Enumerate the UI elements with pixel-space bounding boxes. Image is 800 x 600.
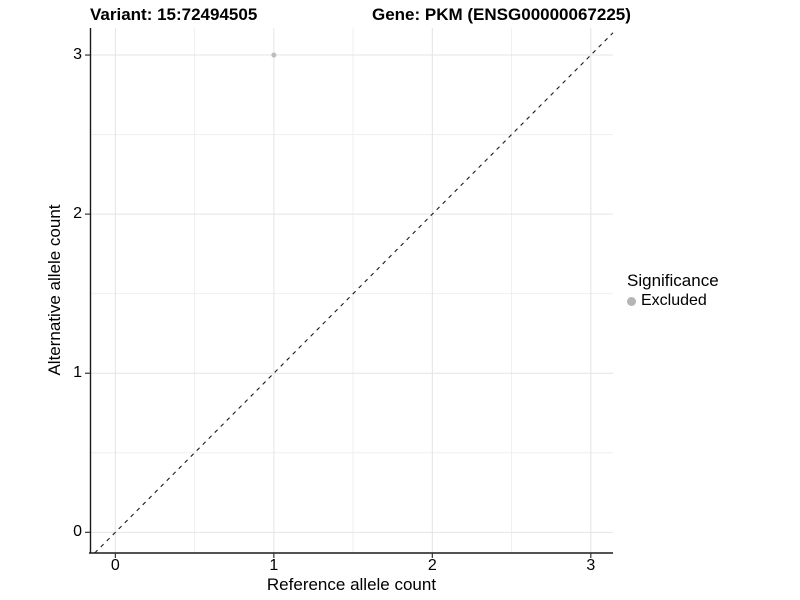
scatter-plot-canvas — [85, 28, 614, 558]
x-tick-label-3: 3 — [586, 557, 596, 574]
y-tick-label-0: 0 — [73, 523, 82, 541]
legend-item-label: Excluded — [641, 292, 707, 309]
y-tick-label-2: 2 — [73, 205, 82, 223]
gene-title: Gene: PKM (ENSG00000067225) — [372, 5, 631, 24]
y-tick-label-1: 1 — [73, 364, 82, 382]
x-tick-label-2: 2 — [427, 557, 437, 574]
data-point-excluded — [271, 52, 277, 58]
y-axis-title: Alternative allele count — [45, 204, 64, 376]
legend: Significance Excluded — [627, 271, 719, 310]
legend-title: Significance — [627, 271, 719, 290]
x-tick-label-0: 0 — [110, 557, 120, 574]
y-tick-label-3: 3 — [73, 46, 82, 64]
x-axis-title: Reference allele count — [266, 575, 437, 594]
identity-reference-line — [94, 32, 614, 554]
excluded-point-icon — [627, 296, 636, 306]
x-tick-label-1: 1 — [269, 557, 279, 574]
legend-item-excluded: Excluded — [627, 292, 719, 310]
variant-title: Variant: 15:72494505 — [90, 5, 258, 24]
plot-panel — [85, 28, 614, 558]
